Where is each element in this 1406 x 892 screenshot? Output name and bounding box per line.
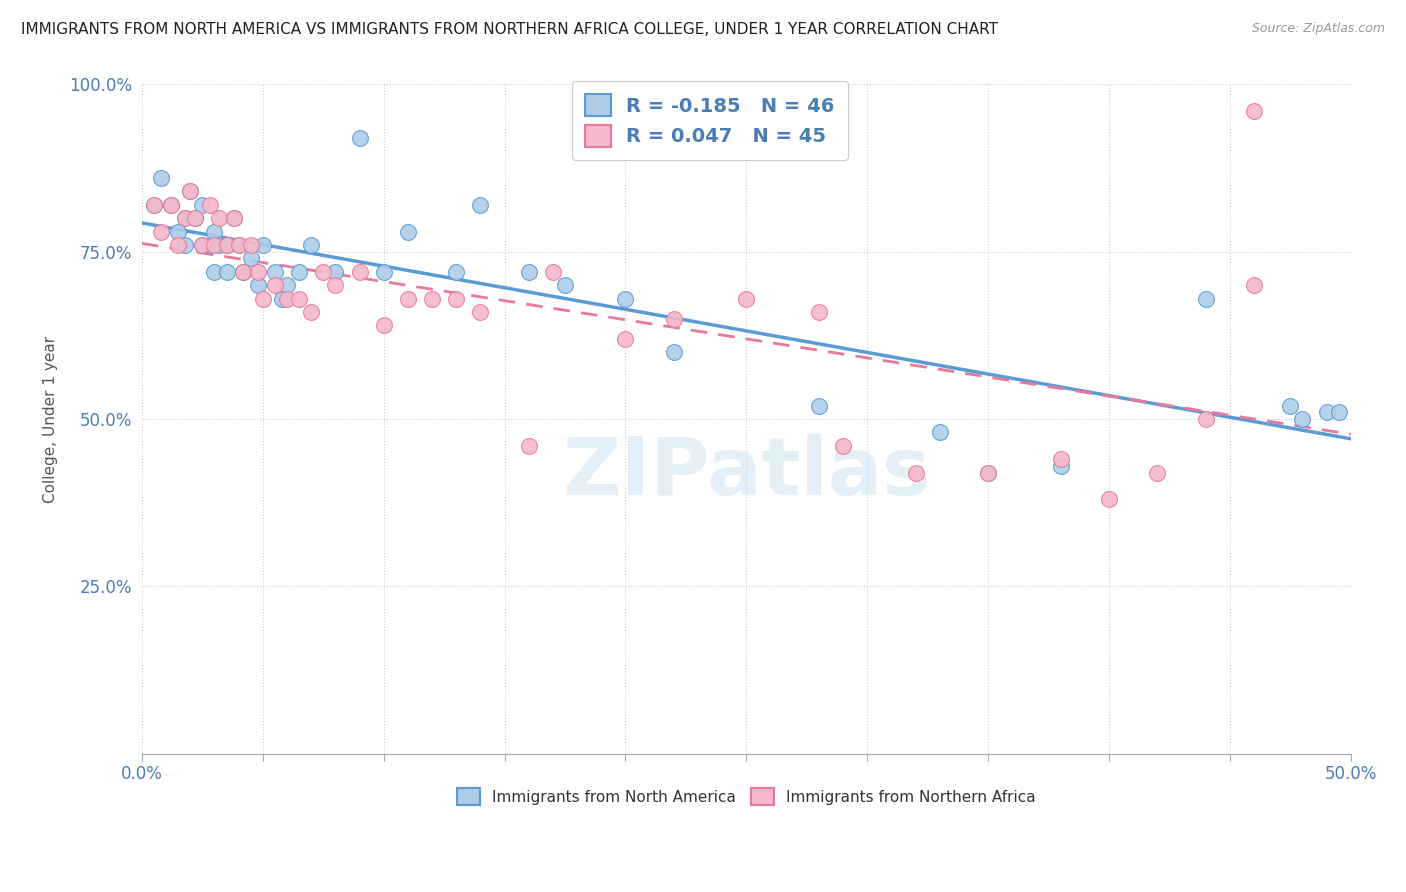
Point <box>160 198 183 212</box>
Point <box>312 265 335 279</box>
Point <box>1049 458 1071 473</box>
Point <box>271 292 294 306</box>
Point <box>373 265 395 279</box>
Point <box>444 292 467 306</box>
Point <box>299 238 322 252</box>
Point <box>198 238 221 252</box>
Point <box>179 185 201 199</box>
Point <box>470 305 492 319</box>
Point <box>614 292 637 306</box>
Point <box>420 292 443 306</box>
Point <box>977 466 1000 480</box>
Point <box>735 292 758 306</box>
Point <box>252 292 274 306</box>
Point <box>1291 412 1313 426</box>
Point <box>1243 104 1265 119</box>
Point <box>191 238 214 252</box>
Point <box>396 225 419 239</box>
Point <box>150 225 173 239</box>
Point <box>662 311 685 326</box>
Point <box>349 265 371 279</box>
Point <box>904 466 927 480</box>
Point <box>179 185 201 199</box>
Point <box>160 198 183 212</box>
Point <box>276 278 298 293</box>
Point <box>174 238 197 252</box>
Point <box>1195 292 1218 306</box>
Point <box>222 211 245 226</box>
Point <box>264 278 287 293</box>
Point <box>208 211 231 226</box>
Point <box>198 198 221 212</box>
Point <box>554 278 576 293</box>
Point <box>444 265 467 279</box>
Point <box>222 211 245 226</box>
Point <box>470 198 492 212</box>
Point <box>1146 466 1168 480</box>
Point <box>215 265 238 279</box>
Point <box>541 265 564 279</box>
Point <box>246 278 269 293</box>
Point <box>517 439 540 453</box>
Point <box>143 198 166 212</box>
Point <box>191 198 214 212</box>
Point <box>517 265 540 279</box>
Point <box>239 238 262 252</box>
Point <box>1316 405 1339 419</box>
Point <box>1243 278 1265 293</box>
Point <box>204 238 226 252</box>
Point <box>204 265 226 279</box>
Point <box>1279 399 1302 413</box>
Point <box>325 265 347 279</box>
Point <box>807 305 830 319</box>
Point <box>167 225 190 239</box>
Point <box>325 278 347 293</box>
Point <box>143 198 166 212</box>
Point <box>228 238 250 252</box>
Point <box>208 238 231 252</box>
Point <box>204 225 226 239</box>
Point <box>232 265 254 279</box>
Point <box>299 305 322 319</box>
Y-axis label: College, Under 1 year: College, Under 1 year <box>44 335 58 502</box>
Point <box>1327 405 1350 419</box>
Point <box>184 211 207 226</box>
Point <box>174 211 197 226</box>
Point <box>184 211 207 226</box>
Point <box>614 332 637 346</box>
Point <box>191 238 214 252</box>
Point <box>807 399 830 413</box>
Point <box>349 131 371 145</box>
Text: Source: ZipAtlas.com: Source: ZipAtlas.com <box>1251 22 1385 36</box>
Point <box>215 238 238 252</box>
Point <box>288 265 311 279</box>
Point <box>288 292 311 306</box>
Text: IMMIGRANTS FROM NORTH AMERICA VS IMMIGRANTS FROM NORTHERN AFRICA COLLEGE, UNDER : IMMIGRANTS FROM NORTH AMERICA VS IMMIGRA… <box>21 22 998 37</box>
Point <box>228 238 250 252</box>
Point <box>276 292 298 306</box>
Point <box>264 265 287 279</box>
Legend: Immigrants from North America, Immigrants from Northern Africa: Immigrants from North America, Immigrant… <box>449 780 1043 813</box>
Point <box>246 265 269 279</box>
Point <box>977 466 1000 480</box>
Point <box>1049 452 1071 467</box>
Text: ZIPatlas: ZIPatlas <box>562 434 931 511</box>
Point <box>232 265 254 279</box>
Point <box>662 345 685 359</box>
Point <box>167 238 190 252</box>
Point <box>239 252 262 266</box>
Point <box>1098 492 1121 507</box>
Point <box>396 292 419 306</box>
Point <box>174 211 197 226</box>
Point <box>832 439 855 453</box>
Point <box>373 318 395 333</box>
Point <box>252 238 274 252</box>
Point <box>150 171 173 186</box>
Point <box>928 425 950 440</box>
Point <box>1195 412 1218 426</box>
Point <box>215 238 238 252</box>
